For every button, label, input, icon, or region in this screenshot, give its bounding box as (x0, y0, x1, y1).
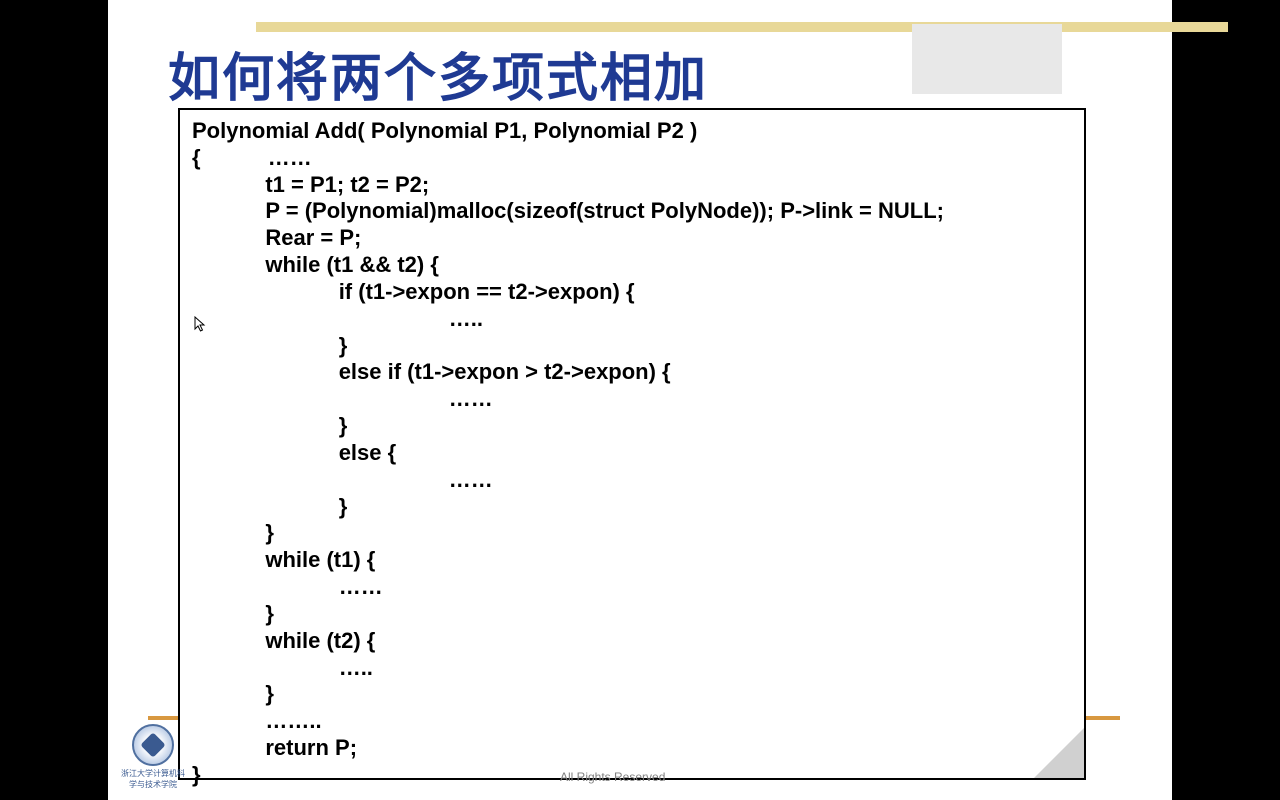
title-right-block (912, 24, 1062, 94)
institution-logo: 浙江大学计算机科学与技术学院 (118, 724, 188, 794)
logo-inner-icon (140, 732, 165, 757)
slide-title: 如何将两个多项式相加 (168, 36, 708, 111)
institution-name: 浙江大学计算机科学与技术学院 (118, 768, 188, 790)
footer-accent-left (148, 716, 178, 720)
footer-rights: All Rights Reserved (560, 770, 665, 784)
logo-circle-icon (132, 724, 174, 766)
code-box: Polynomial Add( Polynomial P1, Polynomia… (178, 108, 1086, 780)
code-content: Polynomial Add( Polynomial P1, Polynomia… (192, 118, 1072, 789)
title-accent-bar (256, 22, 1228, 32)
footer-accent-right (1086, 716, 1120, 720)
page-corner-shadow (1034, 728, 1084, 778)
